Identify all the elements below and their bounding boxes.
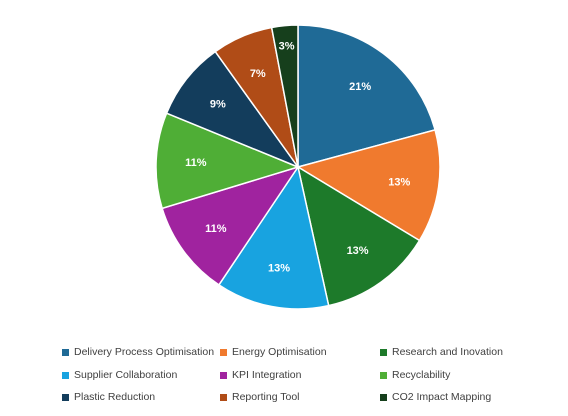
data-label-plastic-reduction: 9% (210, 99, 226, 111)
legend-swatch (220, 371, 227, 379)
legend-label: Recyclability (392, 369, 451, 381)
legend-swatch (380, 393, 387, 401)
pie-slice-supplier-collaboration (217, 165, 330, 310)
legend-item-co2-impact-mapping: CO2 Impact Mapping (380, 391, 491, 403)
data-label-reporting-tool: 7% (250, 68, 266, 80)
legend-item-delivery-process-optimisation: Delivery Process Optimisation (62, 346, 214, 358)
data-label-supplier-collaboration: 13% (268, 262, 290, 274)
pie-slice-delivery-process-optimisation (297, 24, 436, 168)
legend-swatch (62, 393, 69, 401)
pie-chart-svg: 21% 13% 13% 13% 11% 11% 9% 7% 3% (155, 24, 441, 310)
legend-swatch (220, 348, 227, 356)
legend-item-reporting-tool: Reporting Tool (220, 391, 300, 403)
data-label-kpi-integration: 11% (205, 223, 227, 235)
pie-slice-energy-optimisation (296, 128, 441, 242)
legend-swatch (380, 371, 387, 379)
data-label-delivery-process-optimisation: 21% (349, 81, 371, 93)
legend-label: Energy Optimisation (232, 346, 327, 358)
pie-slice-plastic-reduction (165, 50, 301, 169)
legend-swatch (62, 348, 69, 356)
legend-label: KPI Integration (232, 369, 302, 381)
legend-swatch (220, 393, 227, 401)
legend-item-energy-optimisation: Energy Optimisation (220, 346, 327, 358)
legend-label: Supplier Collaboration (74, 369, 178, 381)
legend-label: Research and Inovation (392, 346, 503, 358)
data-label-co2-impact-mapping: 3% (279, 40, 295, 52)
legend-label: Delivery Process Optimisation (74, 346, 215, 358)
legend-label: Reporting Tool (232, 391, 300, 403)
legend-swatch (62, 371, 69, 379)
pie-slice-kpi-integration (161, 165, 300, 286)
pie-chart: 21% 13% 13% 13% 11% 11% 9% 7% 3% (155, 24, 441, 310)
pie-slice-recyclability (155, 112, 301, 210)
pie-slice-research-and-inovation (296, 165, 421, 307)
data-label-recyclability: 11% (185, 157, 207, 169)
legend-label: CO2 Impact Mapping (392, 391, 492, 403)
data-label-research-and-inovation: 13% (347, 245, 369, 257)
legend-item-supplier-collaboration: Supplier Collaboration (62, 369, 177, 381)
legend-swatch (380, 348, 387, 356)
legend-item-plastic-reduction: Plastic Reduction (62, 391, 155, 403)
legend-item-research-and-inovation: Research and Inovation (380, 346, 503, 358)
legend-item-recyclability: Recyclability (380, 369, 450, 381)
data-label-energy-optimisation: 13% (388, 176, 410, 188)
pie-slice-co2-impact-mapping (270, 24, 299, 168)
legend-label: Plastic Reduction (74, 391, 156, 403)
legend-item-kpi-integration: KPI Integration (220, 369, 301, 381)
